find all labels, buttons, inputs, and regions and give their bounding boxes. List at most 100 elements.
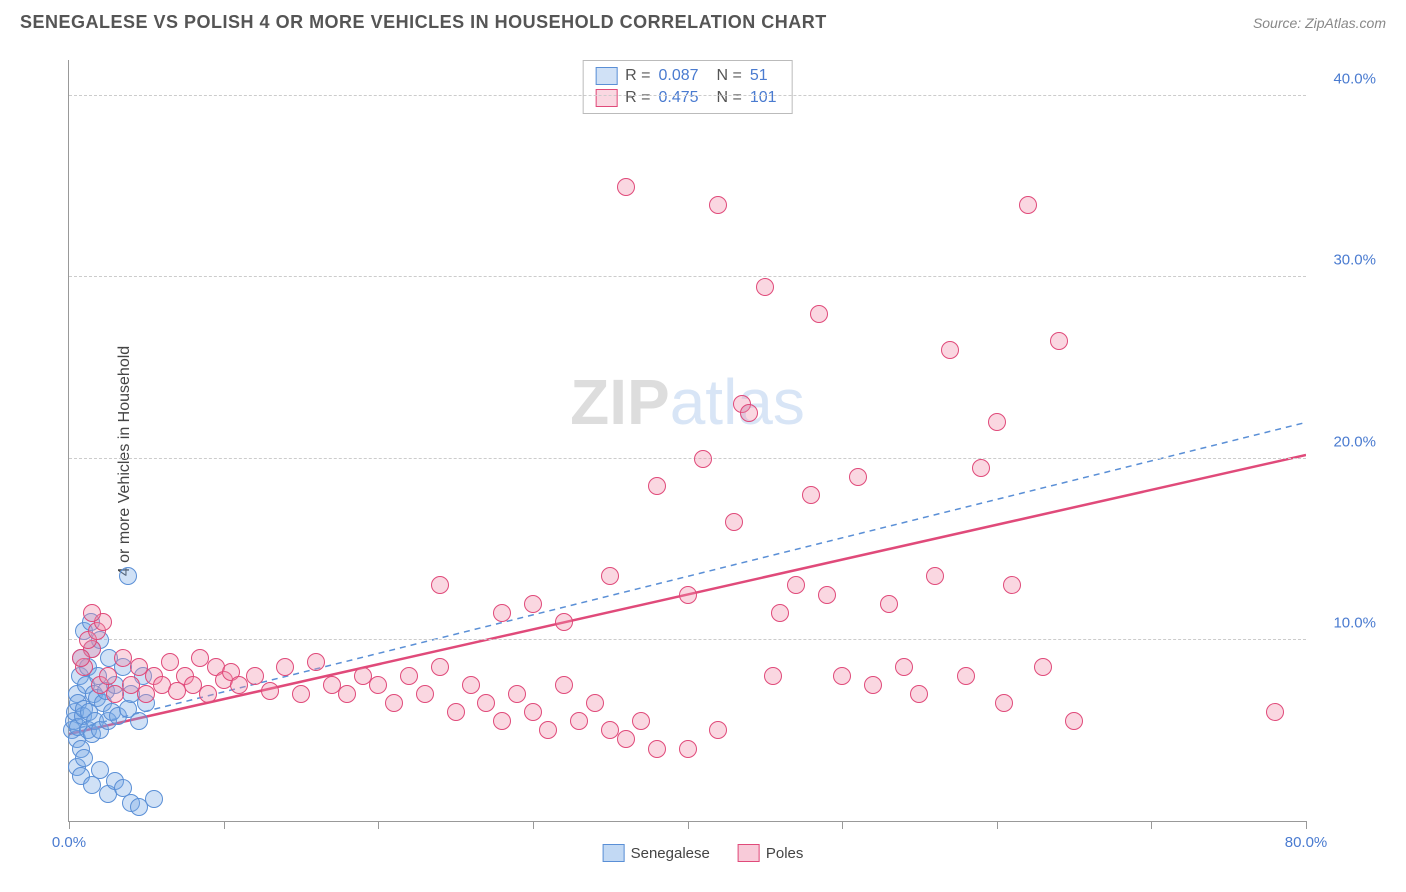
legend: Senegalese Poles: [603, 844, 804, 862]
gridline-h: [69, 458, 1306, 459]
scatter-point: [524, 595, 542, 613]
scatter-point: [648, 740, 666, 758]
legend-item: Poles: [738, 844, 804, 862]
n-label: N =: [717, 67, 742, 85]
stats-row: R = 0.087 N = 51: [595, 65, 780, 87]
n-value: 51: [750, 67, 780, 85]
scatter-point: [539, 721, 557, 739]
scatter-point: [369, 676, 387, 694]
scatter-point: [709, 196, 727, 214]
scatter-point: [292, 685, 310, 703]
scatter-point: [75, 749, 93, 767]
n-value: 101: [750, 89, 780, 107]
x-tick: [1151, 821, 1152, 829]
scatter-point: [617, 730, 635, 748]
scatter-point: [926, 567, 944, 585]
x-tick: [1306, 821, 1307, 829]
scatter-point: [261, 682, 279, 700]
scatter-point: [570, 712, 588, 730]
scatter-point: [995, 694, 1013, 712]
scatter-point: [555, 676, 573, 694]
r-label: R =: [625, 89, 650, 107]
x-tick: [842, 821, 843, 829]
scatter-point: [818, 586, 836, 604]
scatter-point: [508, 685, 526, 703]
scatter-point: [400, 667, 418, 685]
scatter-point: [1003, 576, 1021, 594]
x-tick-label: 0.0%: [52, 834, 86, 851]
x-tick: [688, 821, 689, 829]
scatter-point: [972, 459, 990, 477]
scatter-point: [1266, 703, 1284, 721]
series-swatch: [595, 67, 617, 85]
scatter-point: [83, 604, 101, 622]
legend-swatch: [738, 844, 760, 862]
scatter-point: [833, 667, 851, 685]
x-tick: [69, 821, 70, 829]
watermark: ZIPatlas: [570, 365, 805, 439]
scatter-point: [130, 712, 148, 730]
scatter-point: [988, 413, 1006, 431]
x-tick-label: 80.0%: [1285, 834, 1328, 851]
scatter-point: [941, 341, 959, 359]
scatter-point: [787, 576, 805, 594]
scatter-point: [385, 694, 403, 712]
scatter-point: [617, 178, 635, 196]
scatter-point: [493, 604, 511, 622]
scatter-point: [764, 667, 782, 685]
scatter-point: [740, 404, 758, 422]
scatter-point: [431, 658, 449, 676]
scatter-point: [632, 712, 650, 730]
legend-label: Senegalese: [631, 845, 710, 862]
stats-row: R = 0.475 N = 101: [595, 87, 780, 109]
scatter-point: [199, 685, 217, 703]
r-label: R =: [625, 67, 650, 85]
scatter-point: [864, 676, 882, 694]
scatter-point: [771, 604, 789, 622]
scatter-point: [99, 667, 117, 685]
scatter-point: [72, 649, 90, 667]
scatter-point: [431, 576, 449, 594]
scatter-point: [1034, 658, 1052, 676]
scatter-point: [119, 567, 137, 585]
scatter-point: [307, 653, 325, 671]
scatter-point: [416, 685, 434, 703]
r-value: 0.087: [659, 67, 709, 85]
chart-title: SENEGALESE VS POLISH 4 OR MORE VEHICLES …: [20, 12, 827, 33]
gridline-h: [69, 276, 1306, 277]
scatter-point: [756, 278, 774, 296]
scatter-point: [957, 667, 975, 685]
chart-container: 4 or more Vehicles in Household ZIPatlas…: [20, 50, 1386, 872]
scatter-point: [880, 595, 898, 613]
legend-item: Senegalese: [603, 844, 710, 862]
y-tick-label: 10.0%: [1316, 614, 1376, 631]
scatter-point: [601, 567, 619, 585]
x-tick: [378, 821, 379, 829]
scatter-point: [910, 685, 928, 703]
scatter-point: [679, 586, 697, 604]
scatter-point: [524, 703, 542, 721]
scatter-point: [709, 721, 727, 739]
scatter-point: [145, 790, 163, 808]
scatter-point: [648, 477, 666, 495]
x-tick: [997, 821, 998, 829]
r-value: 0.475: [659, 89, 709, 107]
source-label: Source: ZipAtlas.com: [1253, 15, 1386, 31]
scatter-point: [694, 450, 712, 468]
scatter-point: [246, 667, 264, 685]
scatter-point: [462, 676, 480, 694]
correlation-stats-box: R = 0.087 N = 51 R = 0.475 N = 101: [582, 60, 793, 114]
y-tick-label: 20.0%: [1316, 433, 1376, 450]
scatter-point: [725, 513, 743, 531]
scatter-plot: ZIPatlas R =0.087N =51R =0.475N =101 10.…: [68, 60, 1306, 822]
gridline-h: [69, 95, 1306, 96]
scatter-point: [493, 712, 511, 730]
scatter-point: [555, 613, 573, 631]
n-label: N =: [717, 89, 742, 107]
scatter-point: [1065, 712, 1083, 730]
scatter-point: [1050, 332, 1068, 350]
scatter-point: [802, 486, 820, 504]
scatter-point: [1019, 196, 1037, 214]
x-tick: [224, 821, 225, 829]
scatter-point: [161, 653, 179, 671]
